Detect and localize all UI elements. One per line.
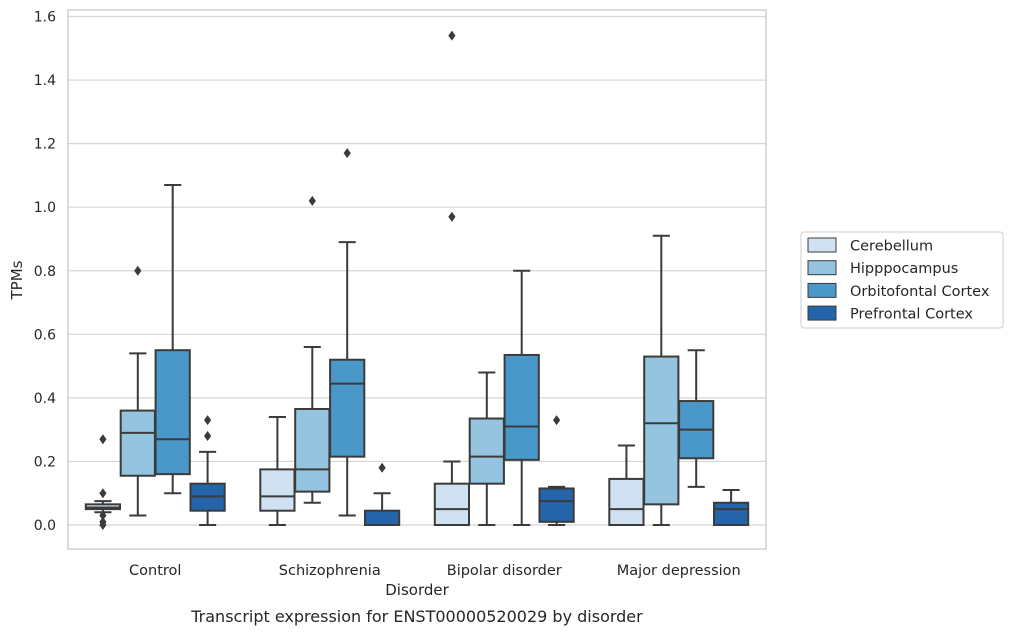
y-tick-label: 0.2 <box>34 454 56 470</box>
iqr-box <box>259 468 296 512</box>
box-cerebellum-control <box>84 434 122 530</box>
iqr-box <box>363 509 401 526</box>
outlier-point <box>204 431 212 442</box>
outlier-point <box>448 30 456 41</box>
legend-swatch <box>807 305 837 321</box>
box-hipppocampus-schizophrenia <box>294 195 331 504</box>
outlier-point <box>99 520 107 530</box>
box-orbitofontal-cortex-schizophrenia <box>329 148 366 517</box>
legend-swatch <box>807 260 837 276</box>
outlier-point <box>343 148 351 159</box>
y-tick-label: 1.4 <box>34 73 56 89</box>
box-prefrontal-cortex-major-depression <box>712 489 750 526</box>
x-tick-labels: Control Schizophrenia Bipolar disorder Majo… <box>129 563 741 579</box>
iqr-box <box>643 355 680 506</box>
y-axis-label: TPMs <box>8 260 26 300</box>
y-tick-label: 0.8 <box>34 264 56 280</box>
chart-caption: Transcript expression for ENST0000052002… <box>190 607 643 626</box>
box-hipppocampus-major-depression <box>643 234 680 526</box>
y-tick-label: 1.2 <box>34 137 56 153</box>
boxes-layer <box>84 30 750 530</box>
iqr-box <box>503 353 540 461</box>
iqr-box <box>538 487 575 523</box>
x-axis-label: Disorder <box>385 581 449 599</box>
legend-label: Prefrontal Cortex <box>850 307 973 323</box>
box-orbitofontal-cortex-control <box>154 183 191 495</box>
iqr-box <box>433 482 471 527</box>
outlier-point <box>378 462 386 473</box>
y-tick-label: 0.4 <box>34 391 56 407</box>
box-prefrontal-cortex-control <box>189 415 226 526</box>
iqr-box <box>608 477 645 526</box>
box-cerebellum-schizophrenia <box>259 415 296 526</box>
iqr-box <box>294 407 331 493</box>
legend-item-hipppocampus: Hipppocampus <box>807 260 958 277</box>
legend-swatch <box>807 237 837 253</box>
legend-item-prefrontal-cortex: Prefrontal Cortex <box>807 305 973 323</box>
iqr-box <box>712 501 750 526</box>
iqr-box <box>468 417 505 485</box>
gridlines <box>68 15 766 526</box>
legend-item-orbitofontal-cortex: Orbitofontal Cortex <box>807 282 990 300</box>
y-tick-label: 0.0 <box>34 518 56 534</box>
box-cerebellum-major-depression <box>608 444 645 526</box>
box-orbitofontal-cortex-major-depression <box>678 349 715 488</box>
x-tick-label-schizophrenia: Schizophrenia <box>279 563 381 579</box>
x-tick-label-major-depression: Major depression <box>617 563 741 579</box>
outlier-point <box>448 211 456 222</box>
box-cerebellum-bipolar-disorder <box>433 30 471 527</box>
outlier-point <box>204 415 212 426</box>
y-tick-labels: 0.0 0.2 0.4 0.6 0.8 1.0 1.2 1.4 1.6 <box>34 10 56 535</box>
iqr-box <box>119 409 156 477</box>
box-hipppocampus-bipolar-disorder <box>468 371 505 526</box>
box-prefrontal-cortex-schizophrenia <box>363 462 401 526</box>
box-hipppocampus-control <box>119 265 156 517</box>
box-orbitofontal-cortex-bipolar-disorder <box>503 269 540 526</box>
y-tick-label: 0.6 <box>34 327 56 343</box>
legend-frame <box>800 231 1004 329</box>
y-tick-label: 1.6 <box>34 10 56 26</box>
legend: Cerebellum Hipppocampus Orbitofontal Corte… <box>800 231 1004 329</box>
outlier-point <box>308 195 316 206</box>
outlier-point <box>553 415 561 426</box>
legend-label: Cerebellum <box>850 239 933 255</box>
legend-label: Hipppocampus <box>850 261 958 277</box>
outlier-point <box>99 510 107 521</box>
outlier-point <box>134 265 142 276</box>
y-tick-label: 1.0 <box>34 200 56 216</box>
outlier-point <box>99 434 107 445</box>
outlier-point <box>99 488 107 499</box>
x-tick-label-control: Control <box>129 563 181 579</box>
iqr-box <box>329 358 366 458</box>
legend-swatch <box>807 282 837 298</box>
plot-frame <box>67 9 767 550</box>
iqr-box <box>154 349 191 476</box>
legend-label: Orbitofontal Cortex <box>850 284 990 300</box>
box-prefrontal-cortex-bipolar-disorder <box>538 415 575 526</box>
legend-item-cerebellum: Cerebellum <box>807 237 933 255</box>
x-tick-label-bipolar-disorder: Bipolar disorder <box>447 563 562 579</box>
